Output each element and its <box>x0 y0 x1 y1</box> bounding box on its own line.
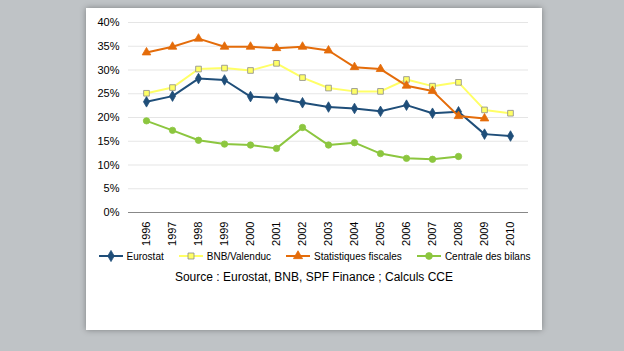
html-text:Eurostat: Eurostat <box>126 250 164 262</box>
svg-text:2003: 2003 <box>322 222 334 246</box>
svg-text:15%: 15% <box>97 135 119 147</box>
svg-text:5%: 5% <box>104 182 120 194</box>
svg-text:2000: 2000 <box>244 222 256 246</box>
svg-text:2005: 2005 <box>374 222 386 246</box>
svg-text:10%: 10% <box>97 159 119 171</box>
svg-text:2010: 2010 <box>504 222 516 246</box>
html-text:Source : Eurostat, BNB, SPF Fi: Source : Eurostat, BNB, SPF Finance ; Ca… <box>174 270 453 284</box>
html-text:Statistiques fiscales: Statistiques fiscales <box>314 250 402 262</box>
svg-text:35%: 35% <box>97 40 119 52</box>
svg-text:2001: 2001 <box>270 222 282 246</box>
svg-text:2006: 2006 <box>400 222 412 246</box>
svg-text:0%: 0% <box>104 206 120 218</box>
svg-text:2008: 2008 <box>452 222 464 246</box>
svg-text:1997: 1997 <box>166 222 178 246</box>
svg-text:2007: 2007 <box>426 222 438 246</box>
svg-text:2004: 2004 <box>348 222 360 246</box>
html-text:BNB/Valenduc: BNB/Valenduc <box>206 250 271 262</box>
svg-text:2002: 2002 <box>296 222 308 246</box>
svg-text:25%: 25% <box>97 87 119 99</box>
html-text:Centrale des bilans: Centrale des bilans <box>444 250 531 262</box>
svg-text:1999: 1999 <box>218 222 230 246</box>
svg-text:1996: 1996 <box>140 222 152 246</box>
svg-text:30%: 30% <box>97 64 119 76</box>
svg-text:2009: 2009 <box>478 222 490 246</box>
svg-text:1998: 1998 <box>192 222 204 246</box>
svg-text:20%: 20% <box>97 111 119 123</box>
svg-text:40%: 40% <box>97 16 119 28</box>
